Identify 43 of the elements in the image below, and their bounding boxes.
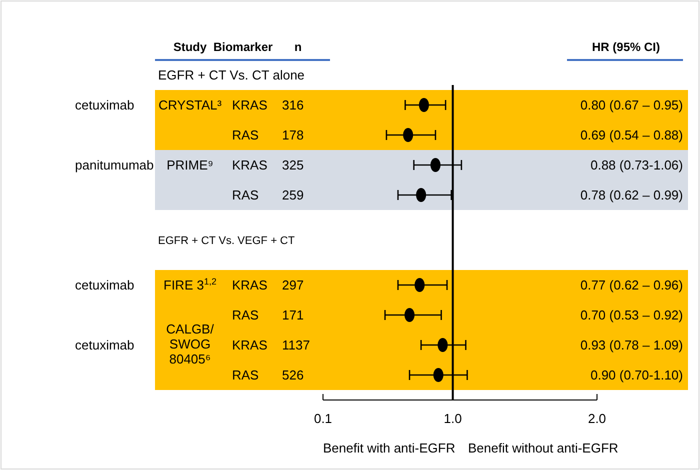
y-tick-label: KRAS 316: [232, 98, 304, 113]
text: Study: [173, 40, 207, 54]
category-label: RAS 526: [232, 368, 304, 383]
text: Biomarker: [213, 40, 274, 54]
category-label: RAS 259: [232, 188, 304, 203]
data-label: 0.93 (0.78 – 1.09): [580, 338, 683, 353]
text: EGFR + CT Vs. CT alone: [158, 68, 305, 83]
point: [438, 338, 448, 352]
point: [403, 128, 414, 142]
category-label: RAS 171: [232, 308, 304, 323]
data-label: 0.77 (0.62 – 0.96): [580, 278, 683, 293]
data-label: 0.90 (0.70-1.10): [590, 368, 683, 383]
point: [433, 368, 444, 382]
text: CRYSTAL³: [158, 98, 222, 113]
y-tick-label: KRAS 297: [232, 278, 304, 293]
text: Benefit with anti-EGFR: [323, 440, 456, 456]
text: FIRE 3$^{1,2}$: [164, 276, 216, 293]
point: [404, 308, 415, 322]
text: cetuximab: [75, 278, 134, 293]
text: cetuximab: [75, 98, 134, 113]
x-tick-label: 2.0: [588, 411, 606, 426]
x-tick-label: 0.1: [314, 411, 332, 426]
point: [418, 98, 429, 112]
y-tick-label: KRAS 325: [232, 158, 304, 173]
x-tick-label: 1.0: [444, 411, 462, 426]
data-label: 0.69 (0.54 – 0.88): [580, 128, 683, 143]
text: n: [294, 40, 302, 54]
data-label: 0.80 (0.67 – 0.95): [580, 98, 683, 113]
text: CALGB/ SWOG 80405⁶: [166, 322, 214, 366]
category-label: RAS 178: [232, 128, 304, 143]
point: [416, 188, 426, 202]
text: HR (95% CI): [592, 40, 660, 54]
data-label: 0.78 (0.62 – 0.99): [580, 188, 683, 203]
text: EGFR + CT Vs. VEGF + CT: [158, 234, 295, 247]
data-label: 0.88 (0.73-1.06): [590, 158, 683, 173]
text: cetuximab: [75, 338, 134, 353]
text: panitumumab: [75, 158, 154, 173]
point: [430, 158, 440, 172]
y-tick-label: KRAS 1137: [232, 338, 310, 353]
point: [414, 278, 425, 292]
data-label: 0.70 (0.53 – 0.92): [580, 308, 683, 323]
text: Benefit without anti-EGFR: [468, 440, 618, 456]
text: PRIME⁹: [166, 158, 214, 173]
